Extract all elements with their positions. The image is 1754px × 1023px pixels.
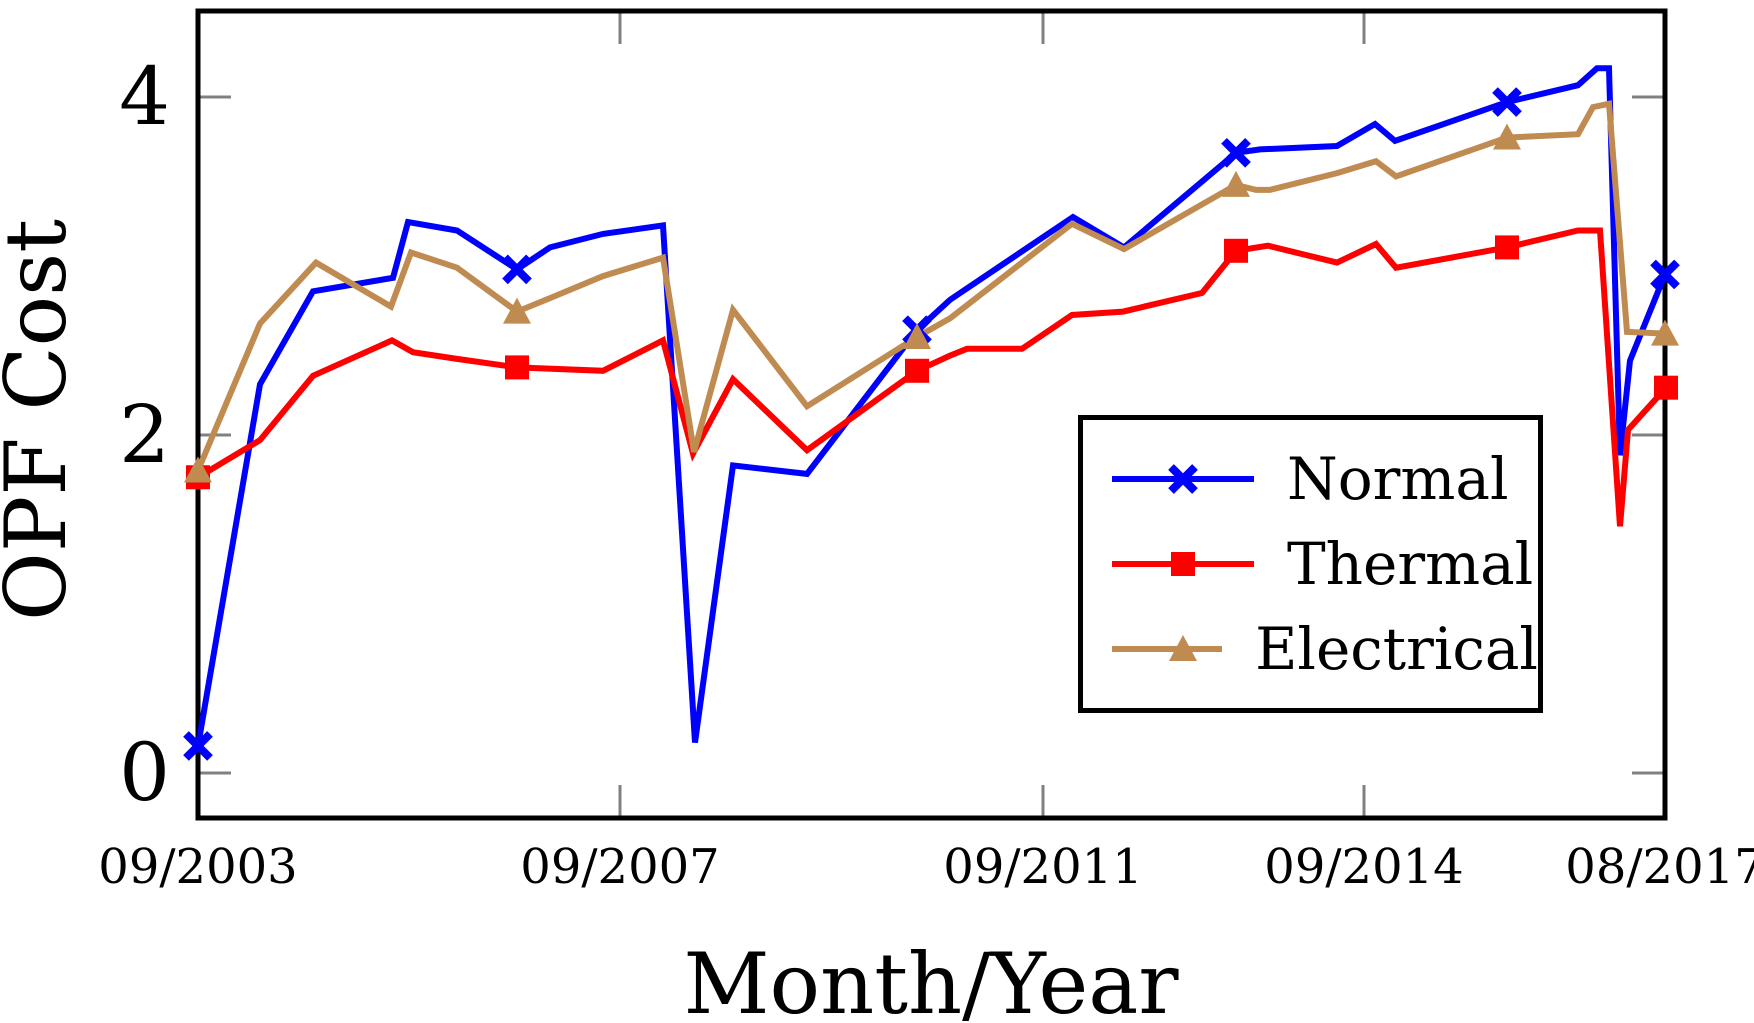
legend-marker-triangle — [1169, 635, 1197, 661]
normal-line-x-icon — [1112, 464, 1254, 494]
series-marker-normal — [1221, 137, 1251, 168]
thermal-line-square-icon — [1112, 552, 1254, 576]
x-stroke — [502, 254, 532, 285]
y-tick-label: 4 — [119, 50, 170, 143]
x-axis-title: Month/Year — [683, 935, 1179, 1023]
legend-label: Normal — [1287, 445, 1509, 513]
series-marker-normal — [1492, 87, 1522, 117]
series-marker-thermal — [505, 355, 529, 380]
x-stroke — [1492, 87, 1522, 117]
series-marker-electrical — [1493, 123, 1521, 150]
x-tick-label: 09/2007 — [520, 839, 720, 895]
series-marker-electrical — [503, 297, 531, 324]
x-tick-label: 09/2003 — [98, 839, 298, 895]
x-stroke — [183, 731, 213, 761]
x-tick-label: 09/2011 — [943, 839, 1143, 895]
series-marker-normal — [502, 254, 532, 285]
x-stroke — [1221, 137, 1251, 168]
legend-marker-square — [1171, 552, 1195, 576]
series-marker-electrical — [1222, 170, 1250, 197]
series-marker-thermal — [1495, 235, 1519, 260]
series-marker-normal — [1650, 259, 1680, 290]
series-marker-thermal — [1224, 238, 1248, 263]
y-tick-label: 0 — [119, 726, 170, 819]
y-tick-label: 2 — [119, 388, 170, 481]
series-marker-electrical — [903, 322, 931, 349]
axis-frame — [195, 8, 1668, 821]
legend-label: Electrical — [1255, 615, 1538, 683]
x-tick-label: 08/2017 — [1565, 839, 1754, 895]
series-marker-electrical — [184, 456, 212, 483]
x-stroke — [1650, 259, 1680, 290]
series-marker-thermal — [1654, 375, 1678, 400]
legend-marker-x — [1168, 464, 1198, 494]
x-tick-label: 09/2014 — [1264, 839, 1464, 895]
legend-item-electrical: Electrical — [1083, 616, 1538, 682]
electrical-line-triangle-icon — [1112, 635, 1223, 661]
series-marker-electrical — [1651, 319, 1679, 346]
x-stroke — [1168, 464, 1198, 494]
series-line-normal — [195, 65, 1668, 747]
legend-item-normal: Normal — [1083, 446, 1538, 512]
legend-item-thermal: Thermal — [1083, 531, 1538, 597]
legend-label: Thermal — [1287, 530, 1534, 598]
series-marker-normal — [183, 731, 213, 761]
y-axis-title: OPF Cost — [0, 218, 85, 622]
series-line-electrical — [195, 100, 1666, 472]
series-marker-thermal — [905, 358, 929, 383]
legend-box: Normal Thermal Electrical — [1078, 415, 1543, 713]
